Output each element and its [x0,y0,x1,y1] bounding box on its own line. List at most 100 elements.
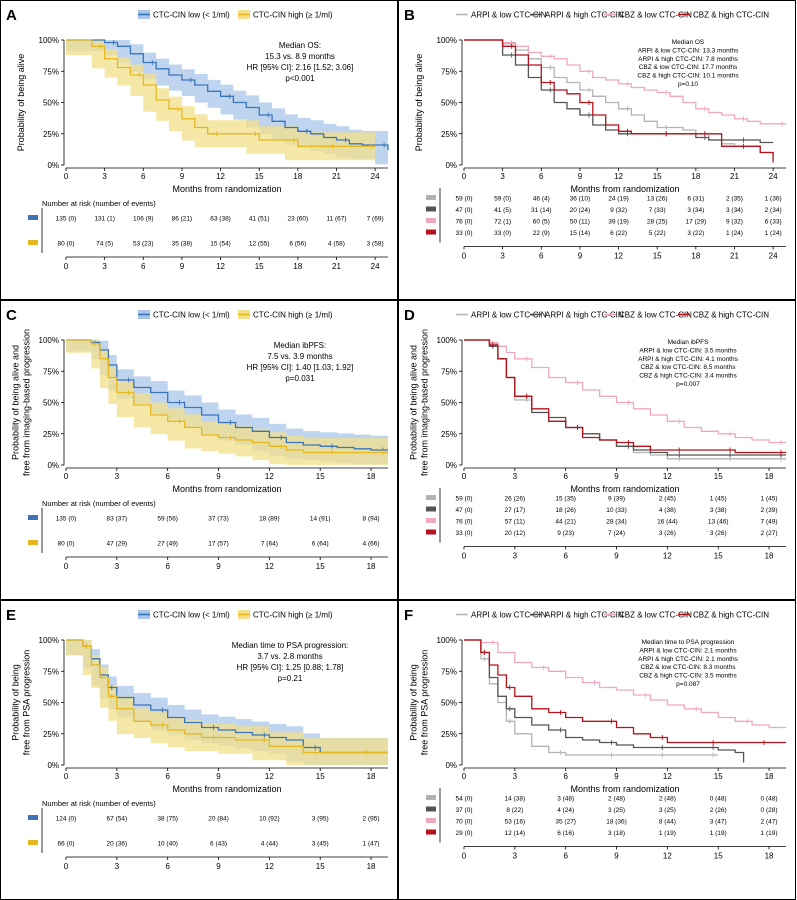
risk-x-tick-label: 0 [64,862,69,871]
risk-table-cell: 22 (9) [533,230,550,237]
x-tick-label: 12 [663,472,672,481]
risk-table-cell: 3 (38) [710,507,727,514]
median-annotation: CBZ & high CTC-CIN: 10.1 months [637,73,739,80]
median-annotation: ARPI & high CTC-CIN: 4.1 months [638,356,738,363]
risk-table-cell: 47 (0) [456,507,473,514]
risk-x-tick-label: 9 [180,262,185,271]
median-annotation: ARPI & high CTC-CIN: 2.1 months [638,656,738,663]
risk-row-swatch [28,240,38,245]
x-tick-label: 18 [765,772,774,781]
risk-x-tick-label: 21 [332,262,341,271]
legend-entry: CTC-CIN low (< 1/ml) [153,311,230,320]
km-curve [464,339,786,454]
median-annotation: CBZ & low CTC-CIN: 8.5 months [641,364,737,371]
risk-table-cell: 8 (94) [363,516,380,523]
risk-x-tick-label: 18 [691,252,700,261]
risk-x-tick-label: 6 [539,252,544,261]
median-annotation: CBZ & high CTC-CIN: 3.4 months [639,373,737,380]
panel-letter: C [6,307,17,324]
risk-x-tick-label: 12 [614,252,623,261]
risk-table-cell: 3 (25) [659,807,676,814]
risk-table-cell: 63 (38) [210,216,231,223]
risk-row-swatch [28,815,38,820]
median-annotation: p=0.21 [278,674,303,683]
risk-table-cell: 106 (9) [133,216,154,223]
risk-table-cell: 59 (0) [456,196,473,203]
risk-table-cell: 17 (57) [208,541,229,548]
median-annotation: HR [95% CI]: 1.40 [1.03; 1.92] [247,363,354,372]
x-tick-label: 12 [614,172,623,181]
x-tick-label: 15 [255,172,264,181]
risk-row-swatch [426,829,436,835]
risk-x-tick-label: 12 [663,552,672,561]
risk-table-cell: 3 (34) [687,207,704,214]
median-annotation: Median ibPFS [668,339,709,346]
panel-frame [398,600,796,900]
risk-table-cell: 83 (37) [107,516,128,523]
y-tick-label: 0% [47,161,59,170]
km-curve [66,39,389,150]
risk-x-tick-label: 21 [730,252,739,261]
risk-table-cell: 80 (0) [58,241,75,248]
risk-x-tick-label: 9 [614,552,619,561]
km-curve [66,639,388,754]
x-axis-title: Months from randomization [172,484,281,494]
median-annotation: Median time to PSA progression: [232,641,349,650]
risk-x-tick-label: 18 [765,852,774,861]
risk-table-cell: 28 (25) [647,219,668,226]
legend-entry: CBZ & high CTC-CIN [693,611,769,620]
risk-table-cell: 29 (0) [456,830,473,837]
risk-x-tick-label: 3 [102,262,107,271]
legend-entry: CBZ & low CTC-CIN [619,11,692,20]
risk-row-swatch [28,840,38,845]
risk-table-cell: 15 (54) [210,241,231,248]
x-tick-label: 18 [765,472,774,481]
panel-frame [398,300,796,600]
legend-entry: CTC-CIN low (< 1/ml) [153,611,230,620]
risk-table-cell: 28 (34) [606,519,627,526]
y-tick-label: 100% [437,336,457,345]
y-tick-label: 50% [43,699,59,708]
risk-row-swatch [426,518,436,523]
risk-x-tick-label: 6 [165,562,170,571]
risk-row-swatch [28,515,38,520]
risk-table-cell: 4 (58) [328,241,345,248]
y-axis-title: Probability of being alive and [409,345,419,460]
x-tick-label: 21 [730,172,739,181]
risk-table-cell: 3 (25) [608,807,625,814]
risk-x-tick-label: 0 [64,562,69,571]
risk-table-cell: 6 (64) [312,541,329,548]
x-tick-label: 15 [714,472,723,481]
y-tick-label: 25% [43,730,59,739]
panel-a: A CTC-CIN low (< 1/ml) CTC-CIN high (≥ 1/m… [0,0,398,300]
risk-table-cell: 6 (16) [557,830,574,837]
y-tick-label: 50% [43,99,59,108]
risk-table-cell: 60 (5) [533,219,550,226]
risk-table-cell: 3 (45) [312,841,329,848]
panel-letter: D [404,307,415,324]
risk-table-cell: 37 (0) [456,807,473,814]
y-tick-label: 25% [43,130,59,139]
legend-entry: CBZ & high CTC-CIN [693,11,769,20]
risk-table-cell: 46 (4) [533,196,550,203]
risk-table-cell: 18 (89) [259,516,280,523]
risk-table-cell: 23 (60) [288,216,309,223]
risk-table-cell: 9 (32) [726,219,743,226]
risk-table-cell: 1 (19) [710,830,727,837]
risk-table-cell: 3 (22) [687,230,704,237]
risk-table-cell: 47 (29) [107,541,128,548]
risk-row-swatch [28,540,38,545]
risk-x-tick-label: 9 [578,252,583,261]
y-tick-label: 75% [43,367,59,376]
risk-table-cell: 2 (48) [659,796,676,803]
risk-x-tick-label: 3 [115,862,120,871]
km-curve [464,339,786,444]
y-tick-label: 0% [445,161,457,170]
risk-table-cell: 4 (24) [557,807,574,814]
risk-table-cell: 1 (45) [710,496,727,503]
risk-row-swatch [426,806,436,812]
risk-table-cell: 12 (55) [249,241,270,248]
risk-table-cell: 2 (45) [659,496,676,503]
median-annotation: ARPI & low CTC-CIN: 3.5 months [639,347,737,354]
